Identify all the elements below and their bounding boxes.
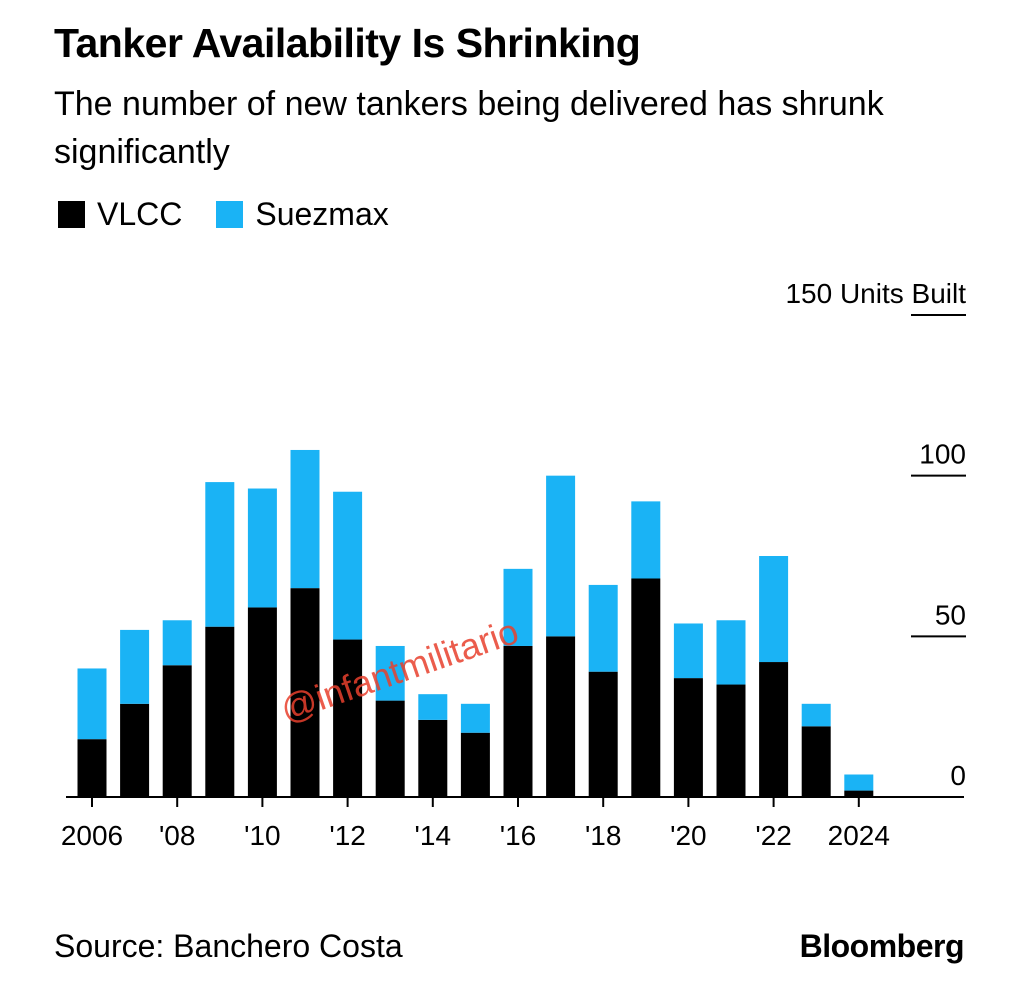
source-note: Source: Banchero Costa xyxy=(54,928,403,964)
bar-vlcc-2013 xyxy=(375,700,405,797)
bar-suezmax-2018 xyxy=(588,584,618,672)
bar-vlcc-2010 xyxy=(247,607,277,797)
bar-suezmax-2011 xyxy=(290,449,320,589)
x-tick-label: 2024 xyxy=(828,820,890,851)
bar-suezmax-2008 xyxy=(162,620,192,666)
y-tick-label: 150 Units Built xyxy=(785,278,966,309)
bar-vlcc-2011 xyxy=(290,588,320,797)
bar-suezmax-2022 xyxy=(759,556,789,663)
bar-suezmax-2006 xyxy=(77,668,107,740)
chart-title: Tanker Availability Is Shrinking xyxy=(54,20,641,66)
bar-suezmax-2009 xyxy=(205,482,235,627)
bar-suezmax-2020 xyxy=(673,623,703,679)
bar-suezmax-2010 xyxy=(247,488,277,608)
x-tick-label: '10 xyxy=(244,820,281,851)
legend-swatch-suezmax xyxy=(216,201,244,228)
bar-chart: 0 50 100 150 Units Built 2006 '08 '10 '12 '14 '16… xyxy=(61,278,966,851)
bar-vlcc-2016 xyxy=(503,645,533,797)
bar-suezmax-2019 xyxy=(631,501,661,579)
legend-item-vlcc: VLCC xyxy=(58,196,182,233)
bloomberg-logo: Bloomberg xyxy=(799,928,965,964)
bar-suezmax-2017 xyxy=(546,475,576,637)
bar-suezmax-2021 xyxy=(716,620,746,685)
bar-vlcc-2008 xyxy=(162,665,192,797)
bar-vlcc-2015 xyxy=(460,732,490,797)
legend-swatch-vlcc xyxy=(58,201,85,228)
bar-suezmax-2023 xyxy=(801,703,831,727)
bar-vlcc-2007 xyxy=(120,703,150,797)
x-tick-label: '18 xyxy=(585,820,622,851)
bar-vlcc-2023 xyxy=(801,726,831,797)
x-tick-label: '12 xyxy=(329,820,366,851)
bar-vlcc-2017 xyxy=(546,636,576,797)
bar-vlcc-2024 xyxy=(844,790,874,797)
legend-label-vlcc: VLCC xyxy=(97,196,183,232)
bar-suezmax-2013 xyxy=(375,645,405,701)
bar-vlcc-2009 xyxy=(205,626,235,797)
chart-subtitle: The number of new tankers being delivere… xyxy=(54,85,884,171)
bar-vlcc-2021 xyxy=(716,684,746,797)
x-tick-label: 2006 xyxy=(61,820,123,851)
x-tick-label: '16 xyxy=(500,820,537,851)
bar-suezmax-2007 xyxy=(120,629,150,704)
bar-suezmax-2015 xyxy=(460,703,490,733)
bar-vlcc-2006 xyxy=(77,739,107,797)
bar-vlcc-2019 xyxy=(631,578,661,797)
y-tick-label: 0 xyxy=(950,760,966,791)
bar-vlcc-2022 xyxy=(759,662,789,797)
legend-label-suezmax: Suezmax xyxy=(255,196,389,232)
bar-vlcc-2020 xyxy=(673,678,703,797)
x-tick-label: '22 xyxy=(755,820,792,851)
legend: VLCC Suezmax xyxy=(58,196,389,233)
x-tick-label: '14 xyxy=(415,820,452,851)
bar-vlcc-2014 xyxy=(418,719,448,797)
y-tick-label: 50 xyxy=(935,599,966,630)
legend-item-suezmax: Suezmax xyxy=(216,196,389,233)
bar-vlcc-2012 xyxy=(333,639,363,797)
bar-suezmax-2012 xyxy=(333,491,363,640)
x-tick-label: '20 xyxy=(670,820,707,851)
bar-suezmax-2024 xyxy=(844,774,874,791)
y-tick-label: 100 xyxy=(919,439,966,470)
bar-vlcc-2018 xyxy=(588,671,618,797)
bar-suezmax-2016 xyxy=(503,568,533,646)
bar-suezmax-2014 xyxy=(418,694,448,720)
x-tick-label: '08 xyxy=(159,820,196,851)
